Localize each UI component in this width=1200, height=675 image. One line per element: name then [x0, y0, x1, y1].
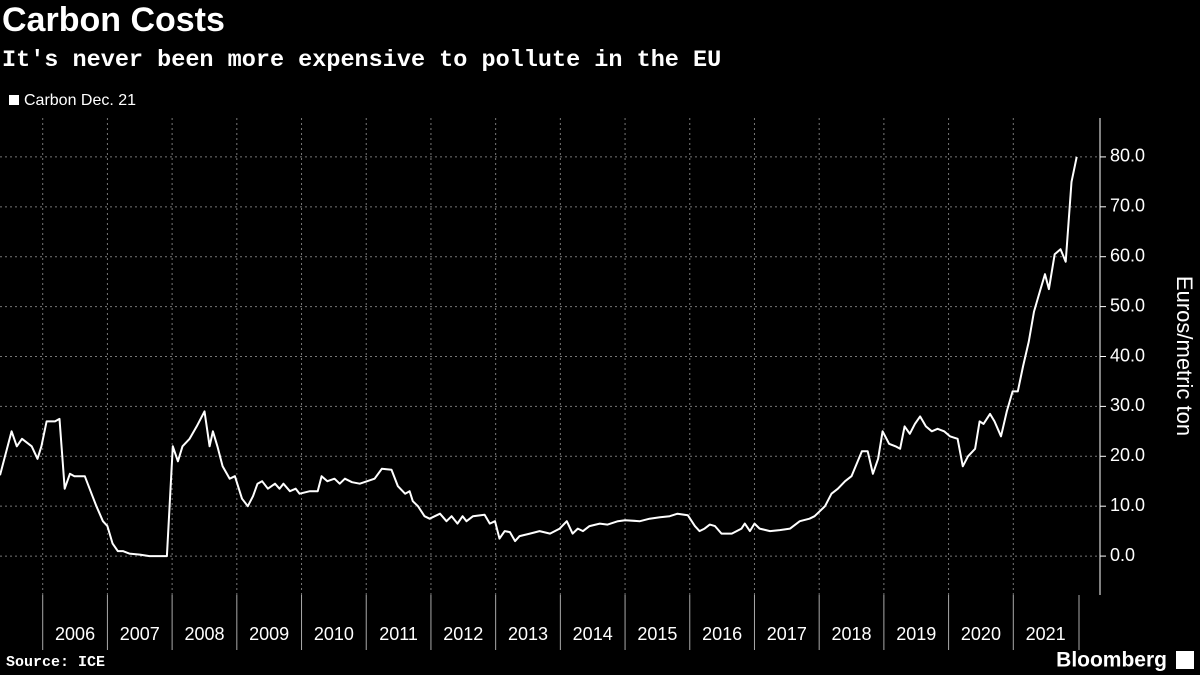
x-tick-label: 2021 — [1026, 624, 1066, 644]
series-line — [0, 156, 1078, 558]
y-tick-label: 70.0 — [1110, 196, 1145, 216]
y-tick-label: 10.0 — [1110, 495, 1145, 515]
brand: Bloomberg — [1056, 649, 1167, 672]
brand-icon — [1176, 651, 1194, 669]
legend-label: Carbon Dec. 21 — [24, 92, 136, 109]
x-tick-label: 2011 — [379, 624, 418, 644]
y-tick-label: 40.0 — [1110, 345, 1145, 365]
y-tick-label: 20.0 — [1110, 445, 1145, 465]
x-tick-label: 2012 — [443, 624, 483, 644]
chart-subtitle: It's never been more expensive to pollut… — [2, 47, 721, 74]
y-axis-label: Euros/metric ton — [1172, 276, 1197, 436]
legend-swatch — [9, 95, 19, 105]
y-tick-label: 60.0 — [1110, 245, 1145, 265]
x-tick-label: 2019 — [896, 624, 936, 644]
x-tick-label: 2007 — [120, 624, 160, 644]
x-tick-label: 2006 — [55, 624, 95, 644]
x-tick-label: 2013 — [508, 624, 548, 644]
y-tick-label: 30.0 — [1110, 395, 1145, 415]
x-tick-label: 2015 — [637, 624, 677, 644]
x-tick-label: 2014 — [573, 624, 613, 644]
x-tick-label: 2018 — [832, 624, 872, 644]
x-tick-label: 2008 — [184, 624, 224, 644]
x-tick-label: 2017 — [767, 624, 807, 644]
x-tick-label: 2020 — [961, 624, 1001, 644]
y-tick-label: 80.0 — [1110, 146, 1145, 166]
y-tick-label: 0.0 — [1110, 545, 1135, 565]
y-tick-label: 50.0 — [1110, 295, 1145, 315]
x-tick-label: 2009 — [249, 624, 289, 644]
chart-title: Carbon Costs — [2, 1, 225, 39]
x-tick-label: 2010 — [314, 624, 354, 644]
x-tick-label: 2016 — [702, 624, 742, 644]
source: Source: ICE — [6, 654, 105, 671]
